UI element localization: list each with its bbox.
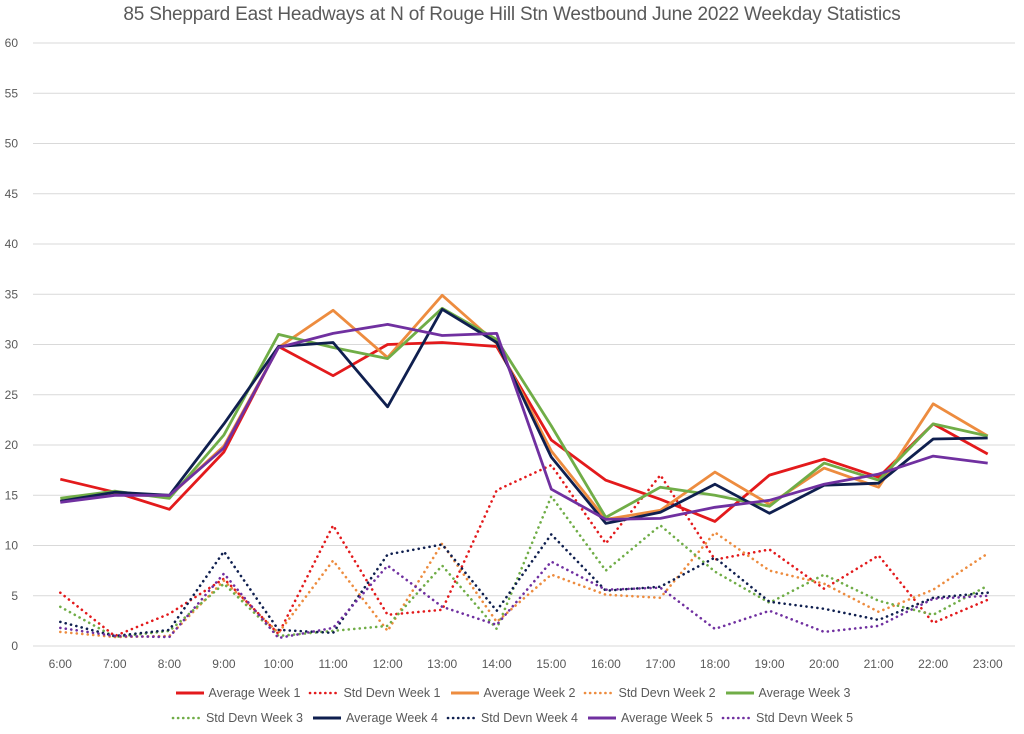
legend-swatch bbox=[171, 716, 203, 720]
legend-item: Average Week 3 bbox=[724, 686, 851, 700]
legend-label: Std Devn Week 3 bbox=[205, 711, 303, 725]
series-std-devn-week-2 bbox=[58, 531, 990, 639]
series-line-std-devn-week-1 bbox=[58, 463, 990, 638]
legend-swatch bbox=[175, 691, 204, 695]
series-std-devn-week-5 bbox=[58, 560, 990, 640]
legend-swatch bbox=[725, 691, 754, 695]
legend-item: Std Devn Week 3 bbox=[171, 711, 303, 725]
x-tick-label: 6:00 bbox=[49, 657, 73, 671]
series-line-std-devn-week-2 bbox=[58, 531, 990, 639]
legend-swatch bbox=[584, 691, 615, 695]
legend-label: Std Devn Week 5 bbox=[755, 711, 854, 725]
x-tick-label: 9:00 bbox=[212, 657, 236, 671]
legend-item: Average Week 1 bbox=[174, 686, 301, 700]
legend-swatch bbox=[446, 716, 478, 720]
series-average-week-4 bbox=[60, 307, 988, 525]
series-std-devn-week-1 bbox=[58, 463, 990, 638]
x-tick-label: 15:00 bbox=[536, 657, 566, 671]
y-tick-label: 40 bbox=[5, 237, 19, 251]
legend-row-1: Average Week 1 Std Devn Week 1 Average Wee… bbox=[0, 686, 1024, 700]
y-tick-label: 10 bbox=[5, 539, 19, 553]
y-tick-label: 0 bbox=[11, 639, 18, 653]
series-line-average-week-1 bbox=[59, 341, 989, 523]
series-line-std-devn-week-4 bbox=[58, 533, 990, 638]
x-tick-label: 7:00 bbox=[103, 657, 127, 671]
legend-item: Std Devn Week 1 bbox=[308, 686, 441, 700]
y-tick-label: 60 bbox=[5, 36, 19, 50]
x-tick-label: 16:00 bbox=[591, 657, 621, 671]
y-tick-label: 25 bbox=[5, 388, 19, 402]
series-std-devn-week-4 bbox=[58, 533, 990, 638]
gridlines bbox=[33, 42, 1015, 647]
legend-label: Std Devn Week 4 bbox=[480, 711, 579, 725]
legend-item: Std Devn Week 5 bbox=[721, 711, 853, 725]
series-lines bbox=[58, 293, 990, 640]
series-std-devn-week-3 bbox=[58, 494, 990, 639]
series-line-std-devn-week-3 bbox=[58, 494, 990, 639]
legend-swatch bbox=[313, 716, 341, 720]
x-tick-label: 20:00 bbox=[809, 657, 839, 671]
legend-label: Std Devn Week 2 bbox=[618, 686, 716, 700]
x-axis-tick-labels: 6:00 7:00 8:00 9:00 10:00 11:00 12:00 13:00 14:0… bbox=[49, 657, 1003, 671]
legend-row-2: Std Devn Week 3 Average Week 4 Std Devn We… bbox=[0, 711, 1024, 725]
y-tick-label: 55 bbox=[5, 86, 19, 100]
series-line-std-devn-week-5 bbox=[58, 560, 990, 640]
y-tick-label: 5 bbox=[11, 589, 18, 603]
x-tick-label: 8:00 bbox=[158, 657, 182, 671]
x-tick-label: 13:00 bbox=[427, 657, 457, 671]
x-tick-label: 21:00 bbox=[864, 657, 894, 671]
legend-label: Average Week 3 bbox=[758, 686, 851, 700]
legend-item: Average Week 2 bbox=[449, 686, 576, 700]
legend-item: Average Week 4 bbox=[311, 711, 438, 725]
y-tick-label: 45 bbox=[5, 187, 19, 201]
y-axis-tick-labels: 0 5 10 15 20 25 30 35 40 45 50 55 60 bbox=[5, 36, 19, 653]
y-tick-label: 20 bbox=[5, 438, 19, 452]
series-line-average-week-5 bbox=[60, 322, 988, 521]
legend-swatch bbox=[450, 691, 479, 695]
y-tick-label: 35 bbox=[5, 287, 19, 301]
series-average-week-5 bbox=[60, 322, 988, 521]
chart-title: 85 Sheppard East Headways at N of Rouge … bbox=[123, 4, 901, 25]
y-tick-label: 30 bbox=[5, 338, 19, 352]
x-tick-label: 23:00 bbox=[973, 657, 1003, 671]
x-tick-label: 11:00 bbox=[318, 657, 347, 671]
legend-swatch bbox=[721, 716, 753, 720]
y-tick-label: 15 bbox=[5, 488, 19, 502]
legend-label: Average Week 1 bbox=[208, 686, 301, 700]
legend-swatch bbox=[588, 716, 617, 720]
legend-label: Average Week 2 bbox=[483, 686, 576, 700]
legend-label: Average Week 5 bbox=[621, 711, 713, 725]
x-tick-label: 18:00 bbox=[700, 657, 730, 671]
legend-swatch bbox=[309, 691, 340, 695]
legend-label: Std Devn Week 1 bbox=[343, 686, 441, 700]
y-tick-label: 50 bbox=[5, 137, 19, 151]
x-tick-label: 14:00 bbox=[482, 657, 512, 671]
legend-item: Std Devn Week 4 bbox=[446, 711, 578, 725]
legend-item: Std Devn Week 2 bbox=[583, 686, 716, 700]
series-average-week-1 bbox=[59, 341, 989, 523]
x-tick-label: 10:00 bbox=[263, 657, 293, 671]
series-line-average-week-4 bbox=[60, 307, 988, 525]
x-tick-label: 22:00 bbox=[918, 657, 948, 671]
series-line-average-week-3 bbox=[60, 306, 989, 519]
x-tick-label: 19:00 bbox=[754, 657, 784, 671]
x-tick-label: 17:00 bbox=[645, 657, 675, 671]
x-tick-label: 12:00 bbox=[373, 657, 403, 671]
legend-label: Average Week 4 bbox=[346, 711, 438, 725]
legend-item: Average Week 5 bbox=[586, 711, 713, 725]
series-average-week-3 bbox=[60, 306, 989, 519]
